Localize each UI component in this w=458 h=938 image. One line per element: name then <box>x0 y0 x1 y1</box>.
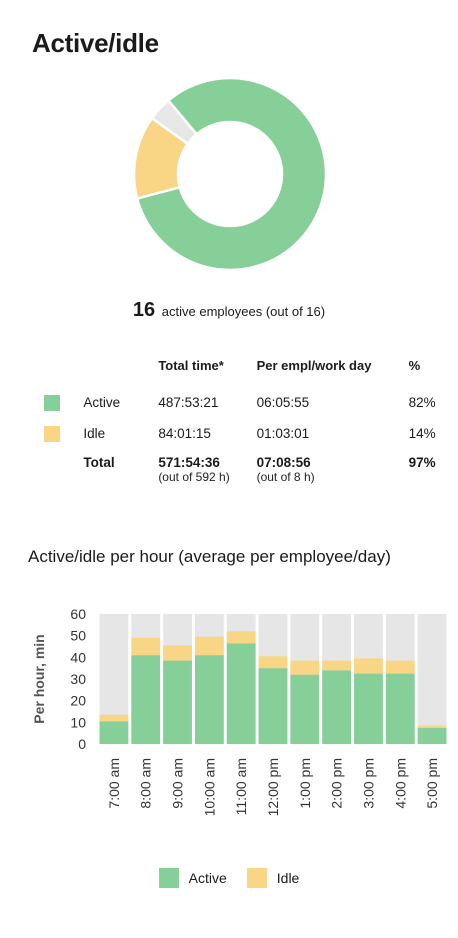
bar-idle <box>385 660 415 674</box>
active-swatch <box>44 394 60 411</box>
header-percent: % <box>408 358 421 373</box>
header-total-time: Total time* <box>158 358 224 373</box>
legend-item-active: Active <box>158 868 227 888</box>
bar-active <box>226 643 256 744</box>
x-tick-label: 5:00 pm <box>424 758 440 809</box>
x-tick-label: 4:00 pm <box>392 758 408 809</box>
x-tick-label: 3:00 pm <box>360 758 376 809</box>
legend-swatch-active <box>158 868 179 888</box>
bar-active <box>417 727 447 744</box>
bar-active <box>354 673 383 744</box>
stats-total-active: 487:53:21 <box>158 395 219 410</box>
donut-slice-other <box>150 98 199 146</box>
y-tick-label: 0 <box>78 736 86 752</box>
bar-idle <box>417 725 447 728</box>
donut-slice-active <box>135 76 328 272</box>
legend-label-idle: Idle <box>276 870 300 886</box>
bar-active <box>322 670 352 744</box>
bar-idle <box>354 658 383 674</box>
x-tick-label: 7:00 am <box>106 758 122 809</box>
bar-active <box>194 655 224 744</box>
stats-per-empl-sub: (out of 8 h) <box>256 470 315 484</box>
bar-active <box>385 673 415 744</box>
stacked-bar-chart: 7:00 am 8:00 am 9:00 am 10:00 am 11:00 am 12:… <box>31 606 447 816</box>
x-tick-label: 11:00 am <box>233 758 249 815</box>
stats-total-sub: (out of 592 h) <box>158 470 230 484</box>
y-tick-label: 50 <box>70 628 86 644</box>
stats-percent-total: 97% <box>408 455 436 470</box>
stats-percent-active: 82% <box>408 395 436 410</box>
header-per-empl: Per empl/work day <box>256 358 372 373</box>
stats-table: Total time* Per empl/work day % Active 4… <box>44 356 458 484</box>
stats-label-active: Active <box>83 395 121 410</box>
y-tick-label: 10 <box>70 714 86 730</box>
bar-active <box>99 721 129 744</box>
bar-active <box>258 668 288 744</box>
bar-idle <box>258 656 288 669</box>
x-tick-label: 10:00 am <box>201 758 217 816</box>
active-employee-text: active employees (out of 16) <box>161 304 326 319</box>
stats-per-empl-active: 06:05:55 <box>256 395 310 410</box>
legend-swatch-idle <box>246 868 267 888</box>
x-tick-label: 2:00 pm <box>329 758 345 809</box>
stats-label-idle: Idle <box>83 426 106 441</box>
stats-row-idle: Idle 84:01:15 01:03:01 14% <box>44 418 458 449</box>
bar-idle <box>163 645 192 661</box>
legend-item-idle: Idle <box>246 868 300 888</box>
y-tick-label: 40 <box>70 649 86 665</box>
legend-label-active: Active <box>188 870 227 886</box>
idle-swatch <box>44 425 60 442</box>
bar-active <box>131 655 161 744</box>
x-tick-label: 12:00 pm <box>265 758 281 816</box>
stats-percent-idle: 14% <box>408 426 436 441</box>
page-title: Active/idle <box>32 28 159 58</box>
stats-label-total: Total <box>83 455 115 470</box>
stats-row-total: Total 571:54:36 (out of 592 h) 07:08:56 … <box>44 449 458 484</box>
bar-active <box>290 674 320 744</box>
bar-idle <box>226 631 256 644</box>
bar-active <box>163 660 192 744</box>
x-tick-label: 9:00 am <box>170 758 186 809</box>
stats-row-active: Active 487:53:21 06:05:55 82% <box>44 387 458 418</box>
stats-per-empl-idle: 01:03:01 <box>256 426 310 441</box>
bar-background-band <box>417 614 447 744</box>
donut-chart <box>132 76 328 272</box>
y-tick-label: 20 <box>70 693 86 709</box>
stats-header-row: Total time* Per empl/work day % <box>44 356 458 387</box>
stats-total-idle: 84:01:15 <box>158 426 211 441</box>
y-tick-label: 60 <box>70 606 86 622</box>
chart-legend: Active Idle <box>0 868 458 888</box>
bar-idle <box>322 660 352 671</box>
y-tick-label: 30 <box>70 671 86 687</box>
employee-summary: 16 active employees (out of 16) <box>0 299 458 322</box>
bar-idle <box>131 637 161 656</box>
bar-chart-title: Active/idle per hour (average per employ… <box>28 547 391 566</box>
active-employee-count: 16 <box>132 299 156 321</box>
bar-idle <box>194 636 224 656</box>
x-tick-label: 1:00 pm <box>297 758 313 809</box>
bar-idle <box>290 660 320 675</box>
y-axis-label: Per hour, min <box>31 634 47 723</box>
bar-idle <box>99 714 129 722</box>
stats-total-total: 571:54:36 <box>158 455 220 470</box>
stats-per-empl-total: 07:08:56 <box>256 455 311 470</box>
x-tick-label: 8:00 am <box>138 758 154 809</box>
